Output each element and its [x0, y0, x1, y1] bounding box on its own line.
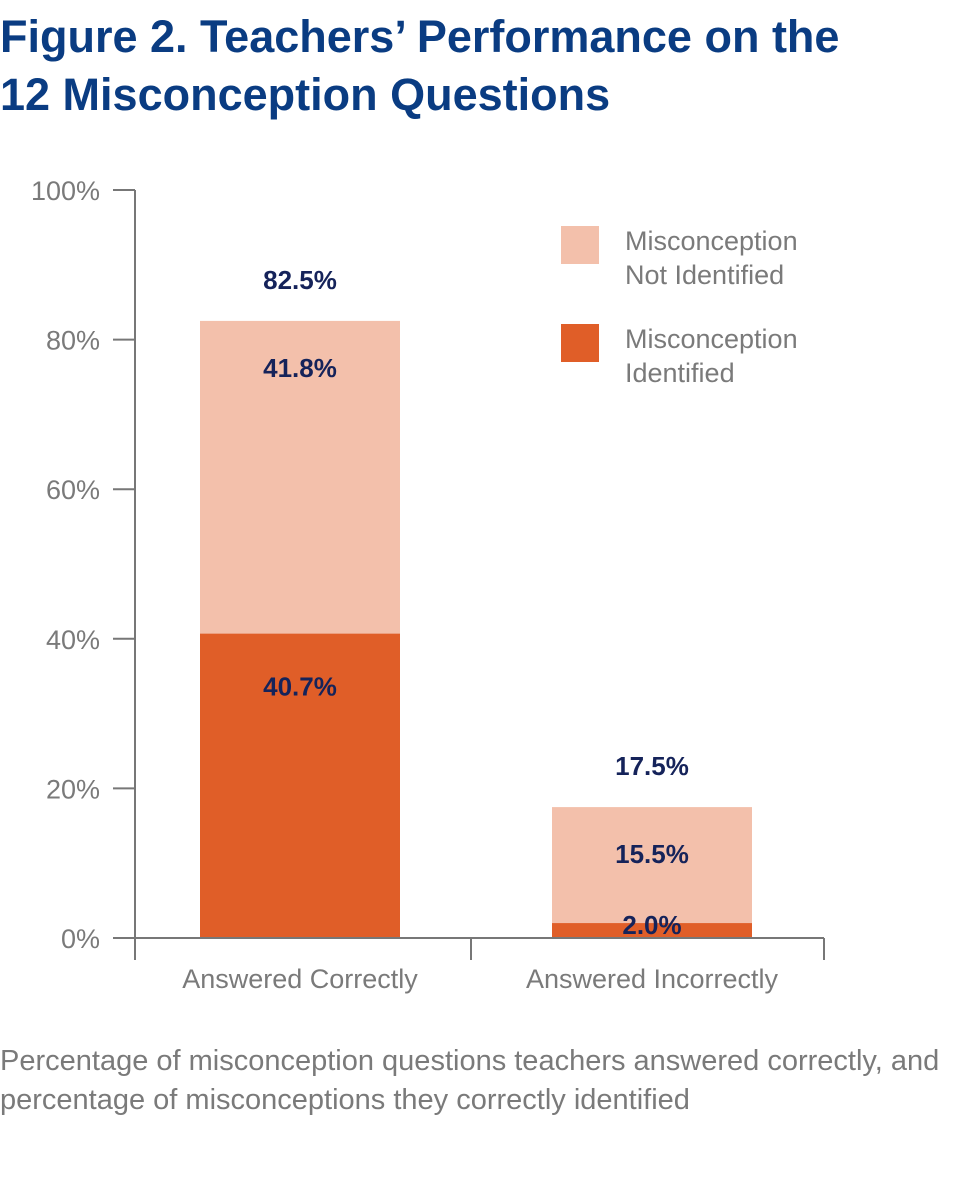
legend-label: Misconception [625, 226, 798, 256]
x-category-label: Answered Correctly [182, 964, 418, 994]
legend-label: Identified [625, 358, 735, 388]
data-label-identified: 2.0% [622, 910, 681, 940]
data-label-total: 82.5% [263, 265, 337, 295]
y-tick-label: 40% [46, 625, 100, 655]
chart-title: Figure 2. Teachers’ Performance on the 1… [0, 8, 959, 124]
chart-caption: Percentage of misconception questions te… [0, 1045, 940, 1116]
bar-segment-not-identified [200, 320, 400, 634]
y-tick-label: 20% [46, 774, 100, 804]
x-category-label: Answered Incorrectly [526, 964, 779, 994]
y-tick-label: 0% [61, 924, 100, 954]
y-tick-label: 80% [46, 326, 100, 356]
y-tick-label: 100% [31, 176, 100, 206]
y-tick-label: 60% [46, 475, 100, 505]
legend-label: Not Identified [625, 260, 784, 290]
bar-segment-not-identified [552, 807, 752, 924]
bar-segment-identified [200, 633, 400, 938]
data-label-total: 17.5% [615, 751, 689, 781]
legend-swatch [561, 324, 599, 362]
data-label-identified: 40.7% [263, 672, 337, 702]
legend-swatch [561, 226, 599, 264]
chart-title-line-1: Figure 2. Teachers’ Performance on the [0, 11, 840, 62]
data-label-not-identified: 41.8% [263, 353, 337, 383]
stacked-bar-chart: 0% 20% 40% 60% 80% 100% 40.7% 41.8% 82.5% Answere… [31, 176, 825, 994]
bar-segment-identified [552, 923, 752, 938]
chart-title-line-2: 12 Misconception Questions [0, 69, 611, 120]
data-label-not-identified: 15.5% [615, 839, 689, 869]
legend-label: Misconception [625, 324, 798, 354]
